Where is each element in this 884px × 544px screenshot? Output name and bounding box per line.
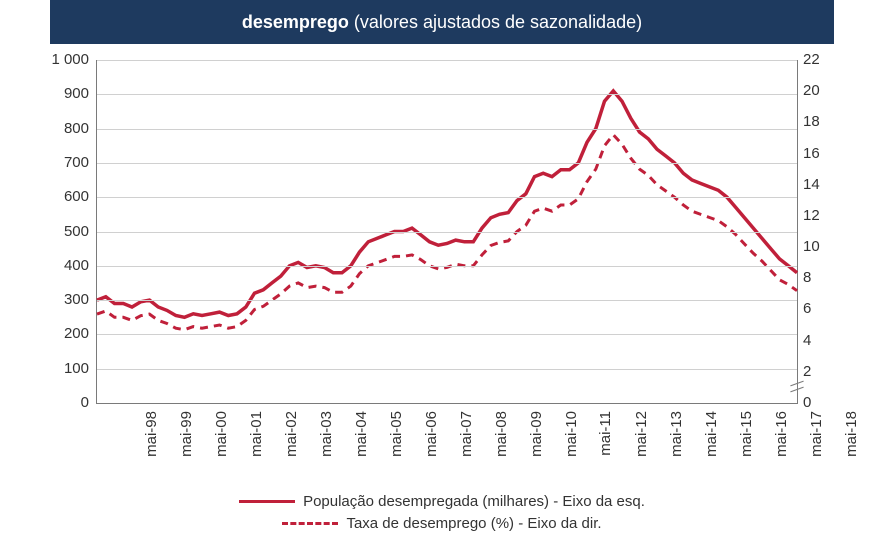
line-populacao-desempregada	[97, 91, 797, 317]
x-tick-label: mai-14	[703, 411, 720, 457]
x-tick-label: mai-09	[528, 411, 545, 457]
x-tick-label: mai-06	[423, 411, 440, 457]
y-right-tick-label: 16	[803, 146, 843, 161]
grid-line	[97, 300, 797, 301]
x-tick-label: mai-01	[248, 411, 265, 457]
x-tick-label: mai-12	[633, 411, 650, 457]
chart-title: desemprego (valores ajustados de sazonal…	[50, 0, 834, 44]
x-tick-label: mai-11	[597, 411, 614, 456]
y-right-tick-label: 18	[803, 114, 843, 129]
y-left-tick-label: 800	[39, 121, 89, 136]
y-left-tick-label: 0	[39, 395, 89, 410]
grid-line	[97, 369, 797, 370]
x-tick-label: mai-03	[318, 411, 335, 457]
x-tick-label: mai-04	[353, 411, 370, 457]
y-left-tick-label: 500	[39, 224, 89, 239]
y-left-tick-label: 600	[39, 189, 89, 204]
y-left-tick-label: 700	[39, 155, 89, 170]
x-tick-label: mai-07	[458, 411, 475, 457]
y-right-tick-label: 20	[803, 83, 843, 98]
x-tick-label: mai-08	[493, 411, 510, 457]
y-right-tick-label: 6	[803, 301, 843, 316]
x-tick-label: mai-16	[773, 411, 790, 457]
x-tick-label: mai-13	[668, 411, 685, 457]
legend-label: População desempregada (milhares) - Eixo…	[303, 493, 645, 510]
y-right-tick-label: 4	[803, 333, 843, 348]
legend-swatch	[282, 522, 338, 525]
y-left-tick-label: 100	[39, 361, 89, 376]
y-left-tick-label: 900	[39, 86, 89, 101]
chart-legend: População desempregada (milhares) - Eixo…	[0, 490, 884, 534]
x-tick-label: mai-00	[213, 411, 230, 457]
grid-line	[97, 129, 797, 130]
x-tick-label: mai-10	[563, 411, 580, 457]
y-right-tick-label: 2	[803, 364, 843, 379]
legend-item: População desempregada (milhares) - Eixo…	[239, 493, 645, 510]
grid-line	[97, 334, 797, 335]
y-right-tick-label: 14	[803, 177, 843, 192]
x-tick-label: mai-15	[738, 411, 755, 457]
y-right-tick-label: 22	[803, 52, 843, 67]
y-left-tick-label: 300	[39, 292, 89, 307]
y-right-tick-label: 0	[803, 395, 843, 410]
chart-plot-area: 01002003004005006007008009001 0000246810…	[96, 60, 798, 404]
title-bold: desemprego	[242, 12, 349, 32]
legend-label: Taxa de desemprego (%) - Eixo da dir.	[346, 515, 601, 532]
grid-line	[97, 197, 797, 198]
y-left-tick-label: 200	[39, 326, 89, 341]
y-left-tick-label: 400	[39, 258, 89, 273]
x-tick-label: mai-02	[283, 411, 300, 457]
grid-line	[97, 60, 797, 61]
x-tick-label: mai-98	[143, 411, 160, 457]
title-light: (valores ajustados de sazonalidade)	[349, 12, 642, 32]
x-tick-label: mai-05	[388, 411, 405, 457]
x-tick-label: mai-17	[808, 411, 825, 457]
y-right-tick-label: 10	[803, 239, 843, 254]
legend-item: Taxa de desemprego (%) - Eixo da dir.	[282, 515, 601, 532]
legend-swatch	[239, 500, 295, 503]
grid-line	[97, 266, 797, 267]
y-right-tick-label: 8	[803, 270, 843, 285]
x-tick-label: mai-99	[178, 411, 195, 457]
grid-line	[97, 94, 797, 95]
grid-line	[97, 232, 797, 233]
x-tick-label: mai-18	[843, 411, 860, 457]
y-left-tick-label: 1 000	[39, 52, 89, 67]
grid-line	[97, 163, 797, 164]
y-right-tick-label: 12	[803, 208, 843, 223]
